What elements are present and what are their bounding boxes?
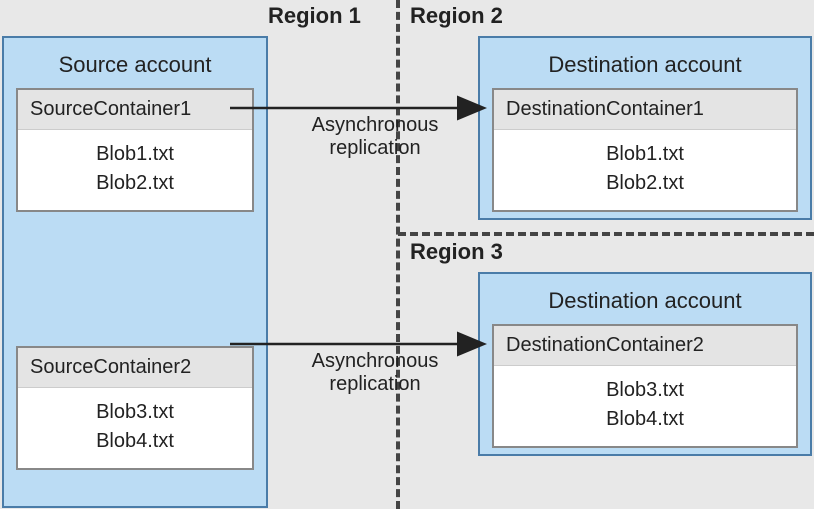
source-container-1-blobs: Blob1.txt Blob2.txt bbox=[18, 130, 252, 210]
source-account-title: Source account bbox=[4, 38, 266, 88]
dest-container-2-blobs: Blob3.txt Blob4.txt bbox=[494, 366, 796, 446]
region-3-label: Region 3 bbox=[410, 239, 503, 265]
blob-item: Blob1.txt bbox=[18, 140, 252, 169]
divider-vertical bbox=[396, 0, 400, 509]
region-2-label: Region 2 bbox=[410, 3, 503, 29]
blob-item: Blob1.txt bbox=[494, 140, 796, 169]
blob-item: Blob4.txt bbox=[494, 405, 796, 434]
region-1-label: Region 1 bbox=[268, 3, 361, 29]
replication-label-2-line1: Asynchronous bbox=[312, 350, 439, 372]
blob-item: Blob2.txt bbox=[494, 169, 796, 198]
source-account-box: Source account SourceContainer1 Blob1.tx… bbox=[2, 36, 268, 508]
dest-account-r3-box: Destination account DestinationContainer… bbox=[478, 272, 812, 456]
replication-label-2-line2: replication bbox=[329, 373, 420, 395]
dest-container-1: DestinationContainer1 Blob1.txt Blob2.tx… bbox=[492, 88, 798, 212]
dest-container-1-name: DestinationContainer1 bbox=[494, 90, 796, 130]
source-container-1-name: SourceContainer1 bbox=[18, 90, 252, 130]
source-container-2-blobs: Blob3.txt Blob4.txt bbox=[18, 388, 252, 468]
replication-label-1-line2: replication bbox=[329, 137, 420, 159]
divider-horizontal bbox=[398, 232, 814, 236]
blob-item: Blob4.txt bbox=[18, 427, 252, 456]
source-container-2: SourceContainer2 Blob3.txt Blob4.txt bbox=[16, 346, 254, 470]
dest-container-2-name: DestinationContainer2 bbox=[494, 326, 796, 366]
dest-account-r2-box: Destination account DestinationContainer… bbox=[478, 36, 812, 220]
source-container-1: SourceContainer1 Blob1.txt Blob2.txt bbox=[16, 88, 254, 212]
replication-label-1-line1: Asynchronous bbox=[312, 114, 439, 136]
dest-container-2: DestinationContainer2 Blob3.txt Blob4.tx… bbox=[492, 324, 798, 448]
blob-item: Blob3.txt bbox=[494, 376, 796, 405]
dest-container-1-blobs: Blob1.txt Blob2.txt bbox=[494, 130, 796, 210]
blob-item: Blob3.txt bbox=[18, 398, 252, 427]
replication-label-2: Asynchronous replication bbox=[275, 350, 475, 396]
source-container-2-name: SourceContainer2 bbox=[18, 348, 252, 388]
blob-item: Blob2.txt bbox=[18, 169, 252, 198]
dest-account-r3-title: Destination account bbox=[480, 274, 810, 324]
replication-label-1: Asynchronous replication bbox=[275, 114, 475, 160]
dest-account-r2-title: Destination account bbox=[480, 38, 810, 88]
